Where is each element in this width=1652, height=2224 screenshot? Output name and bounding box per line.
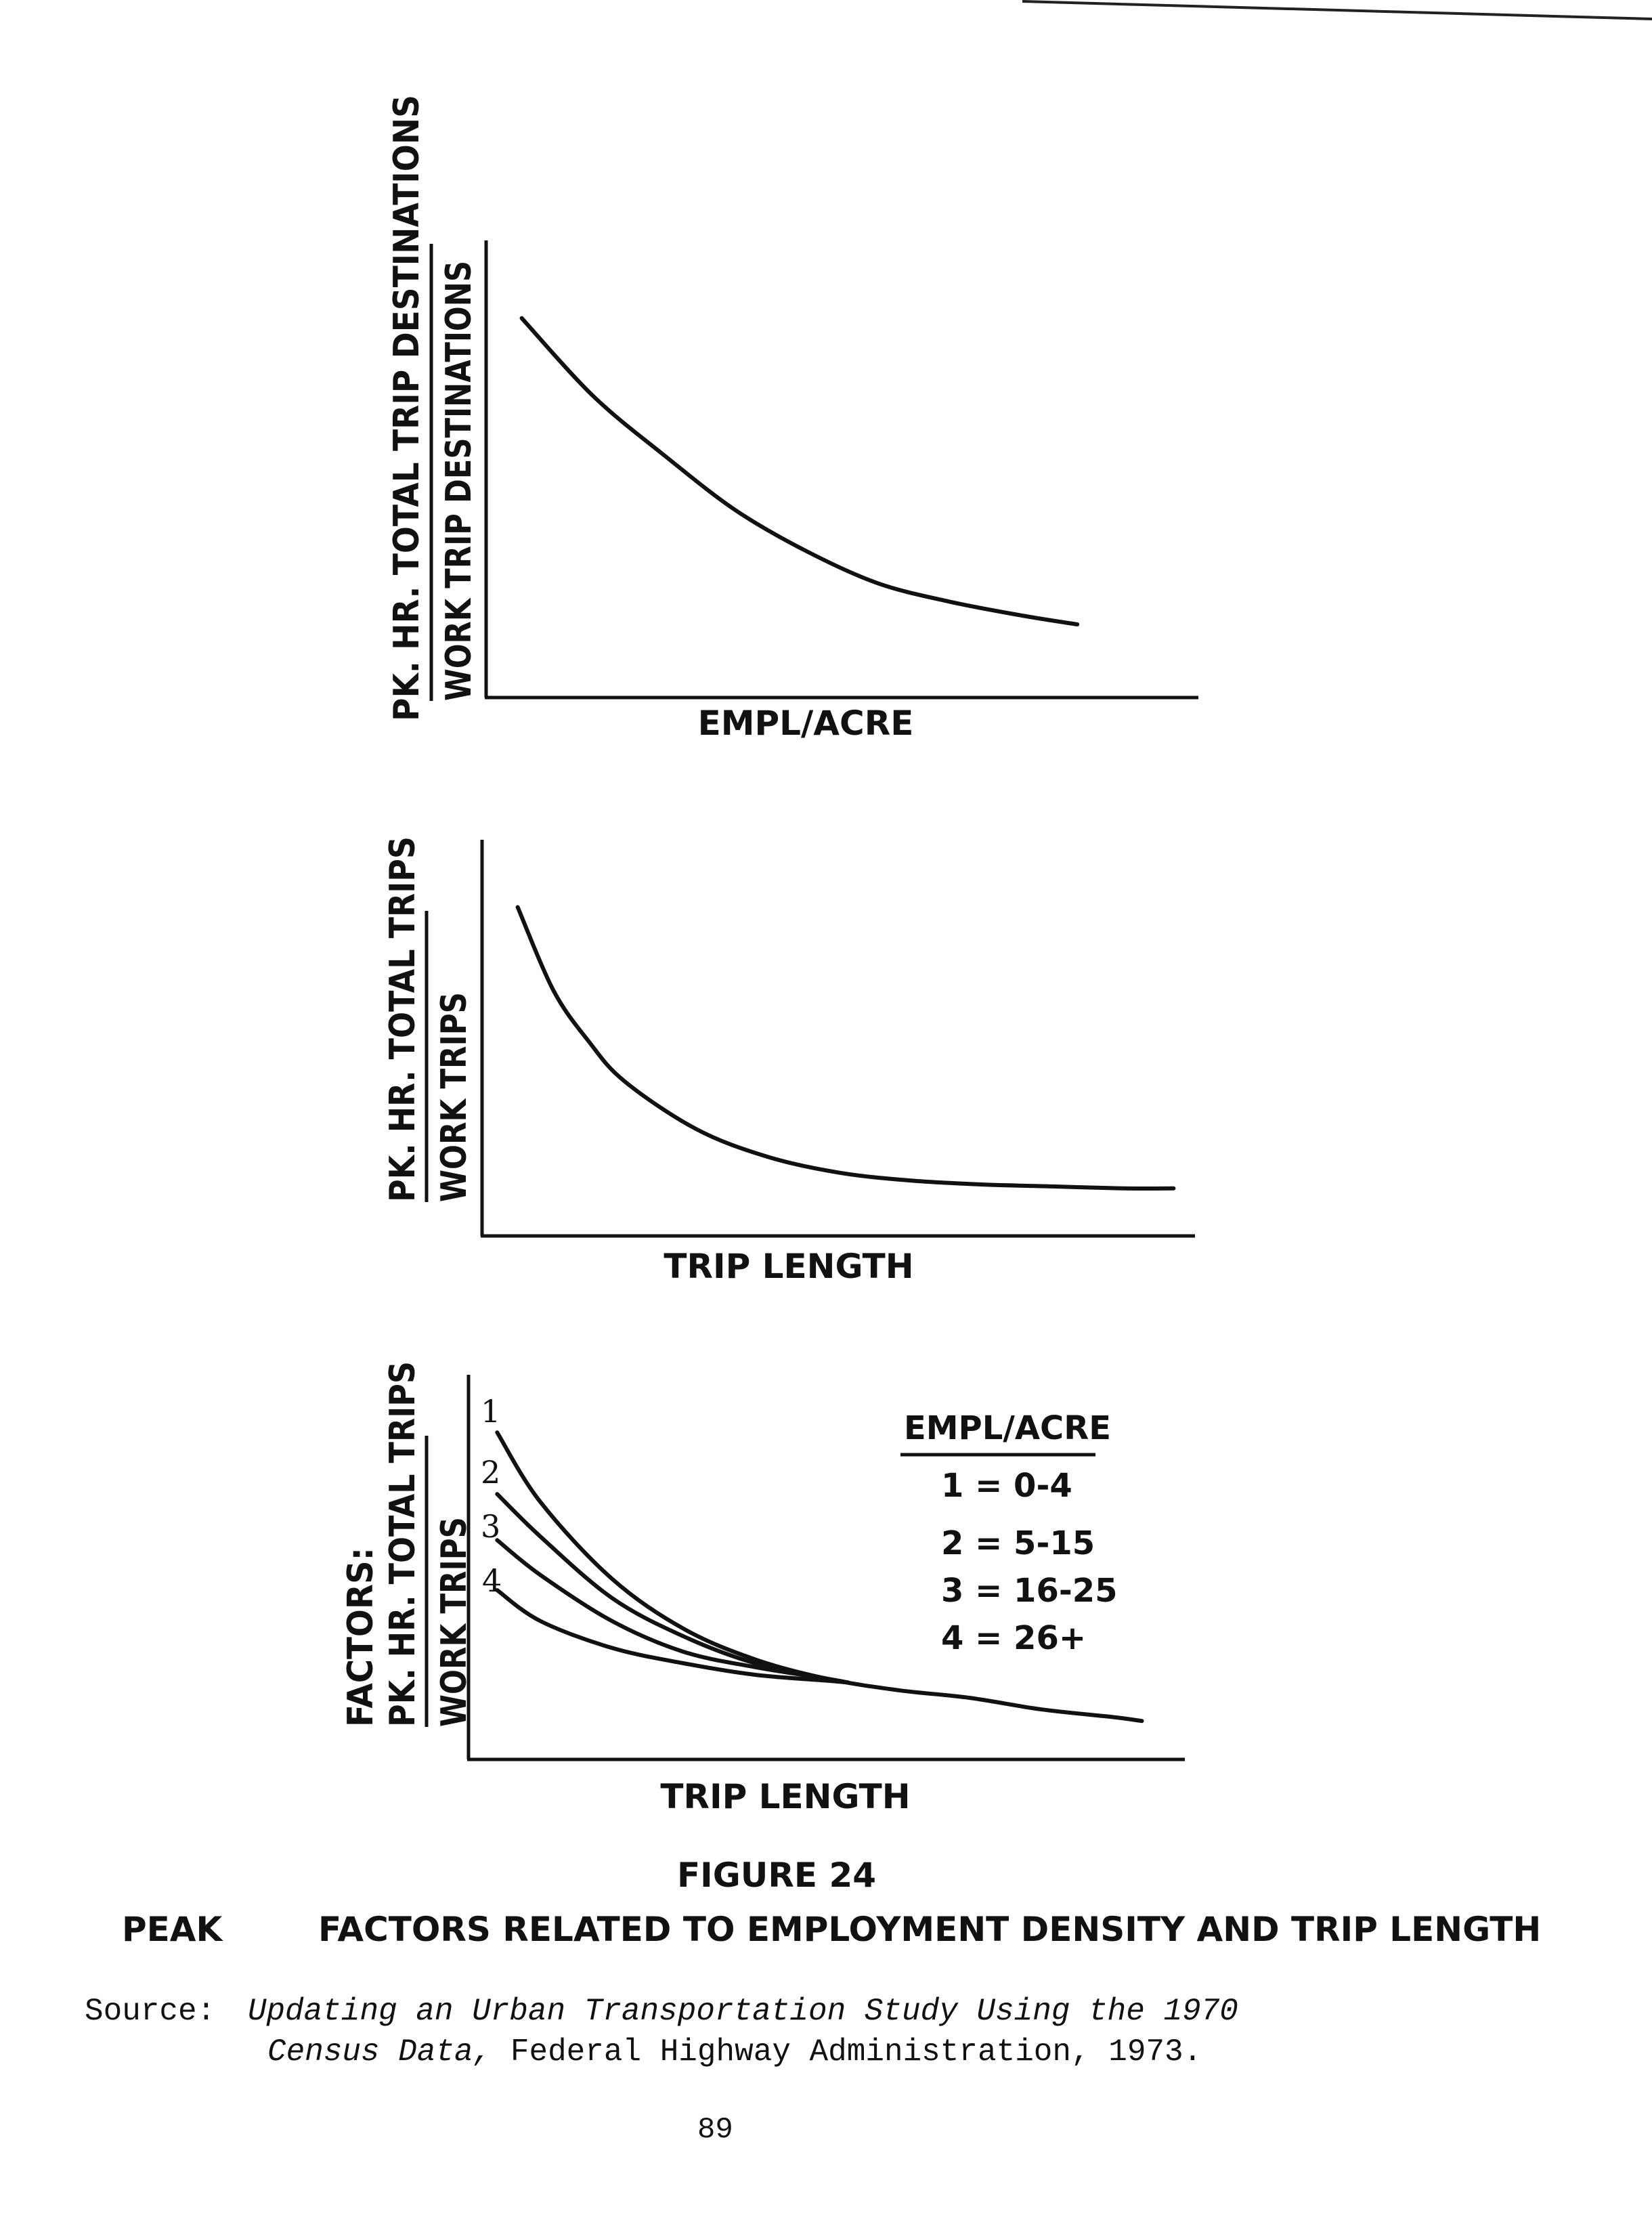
source-citation: Source: Updating an Urban Transportation… <box>85 1991 1238 2072</box>
legend-entry-3: 3 = 16-25 <box>941 1572 1118 1610</box>
legend-entry-2: 2 = 5-15 <box>941 1524 1095 1562</box>
series-line-2 <box>495 1492 850 1685</box>
curve-label-1: 1 <box>481 1393 500 1430</box>
series-line <box>519 316 1080 626</box>
curve-label-4: 4 <box>482 1562 502 1599</box>
series-line <box>515 905 1176 1191</box>
legend-entry-4: 4 = 26+ <box>941 1619 1086 1657</box>
y-label-numerator: PK. HR. TOTAL TRIPS <box>383 836 423 1202</box>
series-line-3 <box>495 1538 850 1685</box>
legend-entry-1: 1 = 0-4 <box>941 1467 1072 1505</box>
scan-edge-line <box>1022 0 1652 20</box>
y-label-numerator: PK. HR. TOTAL TRIP DESTINATIONS <box>387 95 427 721</box>
figure-title: FACTORS RELATED TO EMPLOYMENT DENSITY AN… <box>318 1910 1542 1949</box>
y-label-prefix: FACTORS: <box>341 1547 381 1727</box>
y-label-numerator: PK. HR. TOTAL TRIPS <box>383 1361 423 1727</box>
legend-title: EMPL/ACRE <box>904 1409 1111 1447</box>
y-axis-label: PK. HR. TOTAL TRIPS WORK TRIPS <box>383 836 475 1202</box>
figure-number: FIGURE 24 <box>677 1856 877 1895</box>
curve-label-3: 3 <box>481 1508 500 1545</box>
source-label: Source: <box>85 1994 216 2029</box>
source-title-line2: Census Data, <box>267 2034 492 2070</box>
chart-trip-length-by-density: FACTORS: PK. HR. TOTAL TRIPS WORK TRIPS … <box>341 1361 1185 1816</box>
y-axis-label: PK. HR. TOTAL TRIP DESTINATIONS WORK TRI… <box>387 95 479 721</box>
source-publisher: Federal Highway Administration, 1973. <box>492 2034 1202 2070</box>
x-axis-label: EMPL/ACRE <box>698 704 914 743</box>
x-axis-label: TRIP LENGTH <box>660 1777 910 1816</box>
page-number: 89 <box>697 2113 733 2147</box>
figure-title-prefix: PEAK <box>122 1910 223 1949</box>
chart-empl-acre: PK. HR. TOTAL TRIP DESTINATIONS WORK TRI… <box>387 95 1198 743</box>
y-axis-label: FACTORS: PK. HR. TOTAL TRIPS WORK TRIPS <box>341 1361 475 1727</box>
legend: EMPL/ACRE 1 = 0-4 2 = 5-15 3 = 16-25 4 =… <box>900 1409 1118 1657</box>
chart-trip-length: PK. HR. TOTAL TRIPS WORK TRIPS TRIP LENG… <box>383 836 1195 1286</box>
series-line-4 <box>495 1588 850 1685</box>
source-title-line1: Updating an Urban Transportation Study U… <box>247 1994 1238 2029</box>
y-label-denominator: WORK TRIPS <box>434 992 475 1202</box>
y-label-denominator: WORK TRIP DESTINATIONS <box>439 261 479 701</box>
x-axis-label: TRIP LENGTH <box>664 1247 913 1286</box>
curve-label-2: 2 <box>481 1454 500 1491</box>
